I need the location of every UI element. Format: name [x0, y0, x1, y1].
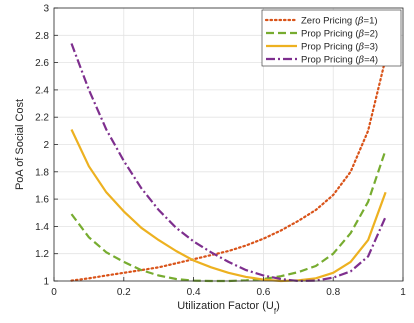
legend-label-1: Zero Pricing (β=1) [301, 16, 378, 27]
series-line-beta-1 [70, 57, 387, 282]
x-tick-label: 0.8 [326, 287, 340, 298]
legend: Zero Pricing (β=1) Prop Pricing (β=2) Prop… [261, 9, 402, 67]
series-line-beta-4 [70, 43, 387, 283]
x-tick-label: 1 [400, 287, 406, 298]
y-tick-label: 1.4 [35, 222, 49, 233]
y-tick-label: 1.2 [35, 249, 49, 260]
x-axis-label: Utilization Factor (Uf) [177, 300, 279, 316]
legend-label-2: Prop Pricing (β=2) [301, 29, 378, 40]
y-tick-label: 2.6 [35, 58, 49, 69]
x-tick-label: 0.6 [256, 287, 270, 298]
series-line-beta-3 [70, 129, 387, 283]
y-tick-label: 2.8 [35, 31, 49, 42]
series-lines [70, 43, 387, 283]
y-axis-label: PoA of Social Cost [14, 99, 26, 190]
legend-label-3: Prop Pricing (β=3) [301, 42, 378, 53]
y-tick-label: 1 [43, 277, 49, 288]
x-tick-label: 0.2 [117, 287, 131, 298]
legend-label-4: Prop Pricing (β=4) [301, 55, 378, 66]
x-tick-label: 0 [51, 287, 57, 298]
axis-ticks: 0 0.2 0.4 0.6 0.8 1 1 1.2 1.4 1.6 1.8 2 2.2 2.4 2.6 2.8… [35, 4, 406, 299]
y-tick-label: 3 [43, 4, 49, 15]
series-line-beta-2 [70, 149, 387, 283]
x-axis-label-subscript: f [274, 307, 277, 316]
y-tick-label: 2.2 [35, 113, 49, 124]
x-tick-label: 0.4 [187, 287, 201, 298]
y-tick-label: 1.6 [35, 195, 49, 206]
y-tick-label: 2.4 [35, 85, 49, 96]
y-tick-label: 2 [43, 140, 49, 151]
y-tick-label: 1.8 [35, 167, 49, 178]
